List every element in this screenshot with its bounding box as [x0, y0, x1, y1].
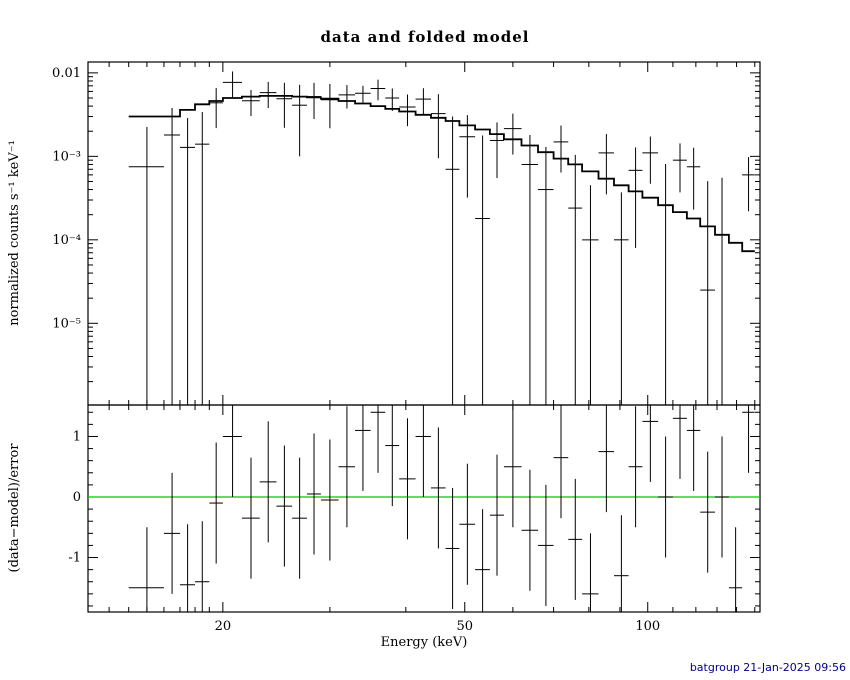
y-tick-label: 10⁻⁵: [52, 316, 81, 331]
y-tick-label: 1: [73, 429, 81, 444]
y-tick-label: 10⁻⁴: [52, 233, 81, 248]
plot-title: data and folded model: [321, 28, 530, 46]
x-tick-label: 50: [456, 619, 473, 634]
y-axis-label-bottom: (data−model)/error: [7, 443, 22, 573]
plot-render-layer: 20 50 100 0.01 10⁻³ 10⁻⁴ 10⁻⁵ 1 0 -1: [52, 61, 761, 634]
bottom-panel-frame: [87, 404, 761, 613]
x-axis-label: Energy (keV): [381, 635, 468, 650]
y-tick-label: 0.01: [52, 66, 81, 81]
timestamp-label: batgroup 21-Jan-2025 09:56: [690, 661, 846, 674]
y-tick-label: 0: [73, 490, 81, 505]
x-tick-label: 20: [215, 619, 232, 634]
y-axis-label-top: normalized counts s⁻¹ keV⁻¹: [7, 140, 22, 326]
x-tick-label: 100: [635, 619, 660, 634]
y-tick-label: 10⁻³: [52, 149, 81, 164]
y-tick-label: -1: [68, 551, 81, 566]
